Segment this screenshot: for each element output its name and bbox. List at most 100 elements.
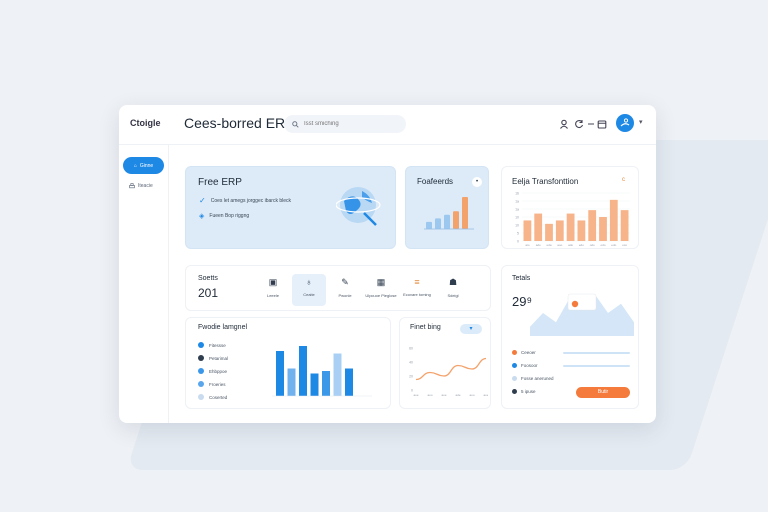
app-window: Ctoigle Cees-borred ERP ▾ ⌂ Ginne Iteaci…: [119, 105, 656, 423]
line-chart-title: Finet bing: [410, 324, 441, 331]
stats-tile[interactable]: ▦ Ulpcuoe Pieglose: [364, 274, 398, 306]
stats-tile[interactable]: ▣ Leeele: [256, 274, 290, 306]
bar: [310, 373, 319, 396]
free-erp-card: Free ERP ✓ Coes let amegs jorggec ibarck…: [185, 166, 396, 249]
bar: [523, 220, 532, 241]
bar: [599, 217, 607, 241]
row-label: Foosoor: [521, 363, 538, 368]
stats-tile[interactable]: ♁ Ceaite: [292, 274, 326, 306]
legend-dot-icon: [198, 355, 204, 361]
sidebar-item-print[interactable]: Iteacie: [129, 183, 153, 189]
chevron-down-icon[interactable]: ▾: [639, 119, 643, 126]
bar: [566, 213, 575, 241]
transformation-bar-chart: 16 1a 1a 10 10 5 0 ato ado eda aoo ado edo odo odo edo o…: [515, 192, 630, 247]
bar: [276, 351, 284, 396]
row-dot-icon: [512, 376, 517, 381]
x-tick-label: eda: [546, 243, 551, 247]
row-dot-icon: [512, 389, 517, 394]
check-icon: ✓: [199, 196, 206, 205]
refresh-icon[interactable]: [574, 119, 584, 129]
feature-row: ✓ Coes let amegs jorggec ibarck bleck: [199, 196, 292, 205]
tile-icon: ▣: [268, 277, 278, 287]
bar: [462, 197, 468, 229]
y-tick-label: 10: [515, 224, 519, 228]
bar: [444, 214, 450, 229]
y-tick-label: 40: [409, 361, 413, 365]
user-icon[interactable]: [559, 119, 569, 129]
tile-label: Ecovare toming: [403, 292, 431, 297]
list-item[interactable]: Fitessse: [198, 342, 226, 348]
tile-label: Pwonle: [338, 293, 352, 298]
y-tick-label: 0: [411, 389, 413, 393]
x-tick-label: aoe: [483, 393, 488, 397]
x-tick-label: ado: [568, 243, 573, 247]
tooltip: [567, 293, 597, 311]
row-label: Ceeoer: [521, 350, 536, 355]
period-dropdown[interactable]: ▾: [460, 324, 482, 334]
totals-row[interactable]: Foosoor: [512, 363, 630, 368]
bar: [620, 210, 629, 241]
home-icon: ⌂: [133, 162, 137, 169]
marker-icon: [571, 300, 579, 308]
x-tick-label: ade: [455, 393, 460, 397]
tile-icon: ✎: [341, 277, 349, 287]
tile-icon: ▦: [376, 277, 386, 287]
tile-label: Sdeigl: [447, 293, 459, 298]
list-item-label: Petarimal: [209, 355, 229, 361]
x-tick-label: edo: [611, 243, 616, 247]
totals-action-button[interactable]: Butir: [576, 387, 630, 398]
transformation-card: Eelja Transfonttion c 16 1a 1a 10 10 5 0 ato ado…: [501, 166, 639, 249]
tile-icon: ≡: [414, 277, 420, 287]
row-label: Fosse aneruned: [521, 376, 554, 381]
list-item[interactable]: Petarimal: [198, 355, 228, 361]
totals-row[interactable]: Fosse aneruned: [512, 376, 630, 381]
search-icon: [292, 120, 299, 128]
tile-icon: ☗: [448, 277, 458, 287]
features-title: Foafeerds: [417, 177, 454, 186]
row-progress-bar: [563, 351, 630, 354]
avatar[interactable]: [616, 114, 634, 132]
stats-tile[interactable]: ✎ Pwonle: [328, 274, 362, 306]
card-menu-icon[interactable]: •: [472, 177, 482, 187]
y-tick-label: 1a: [515, 208, 519, 212]
totals-row[interactable]: 5 ipuse: [512, 389, 630, 394]
bar: [345, 368, 353, 396]
product-card: Fwodie lamgnel Fitessse Petarimal Ehbppoe F…: [185, 317, 391, 409]
calendar-icon[interactable]: [597, 119, 607, 129]
bar: [333, 353, 342, 396]
row-progress-bar: [563, 378, 630, 380]
sidebar-item-home[interactable]: ⌂ Ginne: [123, 157, 164, 174]
stats-tile[interactable]: ☗ Sdeigl: [436, 274, 470, 306]
top-bar: Ctoigle Cees-borred ERP ▾: [119, 105, 656, 145]
features-card: Foafeerds •: [405, 166, 489, 249]
series-line: [415, 357, 487, 381]
area-fill: [530, 294, 634, 336]
bar: [545, 223, 553, 241]
list-item[interactable]: Ehbppoe: [198, 368, 227, 374]
avatar-user-icon: [620, 118, 630, 127]
tile-label: Leeele: [266, 293, 279, 298]
y-tick-label: 1a: [515, 200, 519, 204]
list-item-label: Froeries: [209, 381, 226, 387]
app-title: Cees-borred ERP: [184, 115, 295, 131]
bar: [609, 199, 618, 241]
globe-illustration: [336, 187, 381, 226]
stats-value: 201: [198, 286, 219, 300]
legend-dot-icon: [198, 368, 204, 374]
search-box[interactable]: [284, 115, 406, 133]
totals-row[interactable]: Ceeoer: [512, 350, 630, 355]
y-tick-label: 16: [515, 192, 519, 196]
y-tick-label: 0: [517, 240, 519, 244]
logo[interactable]: Ctoigle: [130, 118, 161, 128]
legend-dot-icon: [198, 381, 204, 387]
row-dot-icon: [512, 350, 517, 355]
stats-tile[interactable]: ≡ Ecovare toming: [400, 274, 434, 306]
minus-icon[interactable]: [586, 119, 596, 129]
list-item[interactable]: Froeries: [198, 381, 226, 387]
search-input[interactable]: [304, 121, 394, 127]
x-tick-label: aoe: [441, 393, 446, 397]
shield-icon: ◈: [199, 213, 205, 220]
list-item[interactable]: Coserted: [198, 394, 227, 400]
list-item-label: Ehbppoe: [209, 368, 228, 374]
